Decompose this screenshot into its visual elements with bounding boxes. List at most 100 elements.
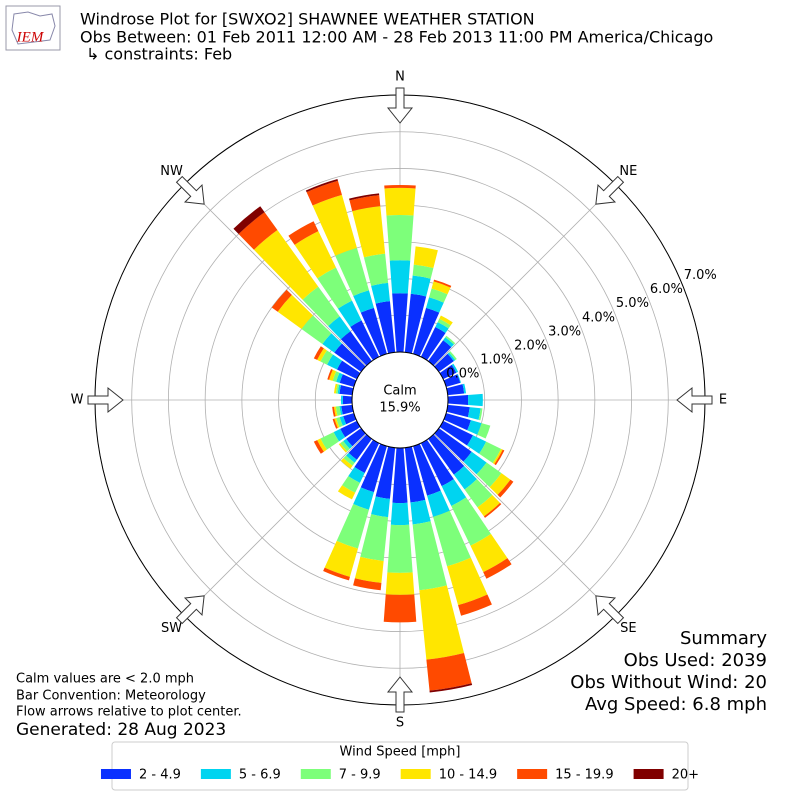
bar-segment (294, 231, 336, 279)
bar-segment (233, 206, 265, 234)
direction-label: S (396, 716, 404, 731)
bar-segment (339, 416, 347, 426)
bar-segment (410, 499, 431, 525)
r-tick-label: 2.0% (514, 338, 547, 353)
bar-segment (348, 467, 365, 483)
bar-segment (439, 364, 457, 380)
bar-segment (353, 578, 382, 591)
bar-segment (431, 281, 451, 295)
direction-label: SE (620, 621, 636, 636)
bar-segment (333, 406, 338, 417)
bar-segment (340, 331, 372, 366)
bar-segment (363, 253, 389, 286)
bars (233, 178, 514, 693)
bar-segment (238, 212, 278, 250)
bar-segment (340, 440, 350, 452)
summary-line: Avg Speed: 6.8 mph (585, 694, 767, 715)
bar-segment (301, 315, 332, 345)
direction-label: SW (161, 621, 182, 636)
legend-swatch (633, 769, 664, 779)
bar-segment (339, 405, 343, 415)
direction-label: W (71, 393, 84, 408)
bar-segment (429, 288, 448, 303)
bar-segment (433, 510, 471, 567)
bar-segment (426, 652, 472, 691)
bar-segment (333, 383, 338, 394)
flow-arrow (87, 386, 124, 414)
bar-segment (327, 369, 333, 380)
bar-segment (312, 194, 357, 256)
bar-segment (413, 246, 438, 269)
bar-segment (489, 473, 511, 495)
r-tick-label: 7.0% (684, 268, 717, 283)
r-tick-label: 1.0% (480, 352, 513, 367)
bar-segment (360, 514, 389, 561)
bar-segment (404, 293, 427, 354)
bar-segment (336, 360, 361, 380)
direction-label: NW (160, 164, 183, 179)
bar-segment (457, 374, 462, 383)
r-tick-label: 5.0% (616, 296, 649, 311)
bar-segment (277, 294, 313, 329)
bar-segment (328, 316, 351, 340)
calm-value: 15.9% (379, 401, 420, 416)
bar-segment (448, 351, 457, 361)
bar-segment (443, 413, 471, 431)
bar-segment (271, 289, 292, 312)
bar-segment (385, 572, 415, 595)
direction-label: N (395, 70, 405, 85)
legend-title: Wind Speed [mph] (340, 745, 461, 760)
bar-segment (327, 354, 343, 370)
bar-segment (375, 446, 396, 499)
bar-segment (348, 434, 372, 460)
bar-segment (337, 300, 362, 327)
bar-segment (288, 221, 319, 245)
legend-label: 2 - 4.9 (139, 768, 181, 783)
bar-segment (339, 374, 357, 387)
bar-segment (479, 441, 502, 464)
bar-segment (375, 301, 396, 354)
direction-label: E (719, 393, 727, 408)
bar-segment (467, 435, 487, 454)
bar-segment (336, 372, 343, 383)
bar-segment (390, 502, 410, 526)
r-tick-label: 4.0% (582, 310, 615, 325)
bar-segment (434, 428, 472, 462)
bar-segment (313, 440, 324, 454)
bar-segment (324, 540, 358, 577)
chart-subtitle: Obs Between: 01 Feb 2011 12:00 AM - 28 F… (80, 28, 713, 47)
bar-segment (302, 286, 340, 327)
legend-label: 15 - 19.9 (555, 768, 613, 783)
bar-segment (494, 449, 505, 466)
bar-segment (389, 260, 411, 294)
bar-segment (253, 230, 319, 300)
bar-segment (360, 307, 387, 357)
bar-segment (352, 206, 386, 258)
bar-segment (332, 371, 340, 382)
bar-segment (386, 215, 414, 261)
bar-segment (412, 521, 447, 591)
bar-segment (413, 307, 440, 357)
flow-arrow (175, 175, 205, 205)
bar-segment (419, 585, 465, 660)
bar-segment (340, 395, 343, 405)
bar-segment (426, 297, 444, 313)
bar-segment (305, 178, 338, 193)
legend-swatch (300, 769, 331, 779)
bar-segment (451, 363, 459, 373)
bar-segment (353, 290, 374, 313)
bar-segment (371, 496, 390, 518)
bar-segment (428, 434, 465, 475)
bar-segment (343, 438, 353, 449)
bar-segment (447, 352, 456, 362)
bar-segment (446, 384, 465, 396)
bar-segment (410, 275, 431, 297)
bar-segment (371, 282, 390, 304)
bar-segment (439, 420, 473, 446)
grid-spoke (184, 184, 367, 367)
bar-segment (439, 315, 453, 326)
legend-swatch (200, 769, 231, 779)
bar-segment (317, 348, 327, 362)
note: Bar Convention: Meteorology (16, 689, 206, 704)
